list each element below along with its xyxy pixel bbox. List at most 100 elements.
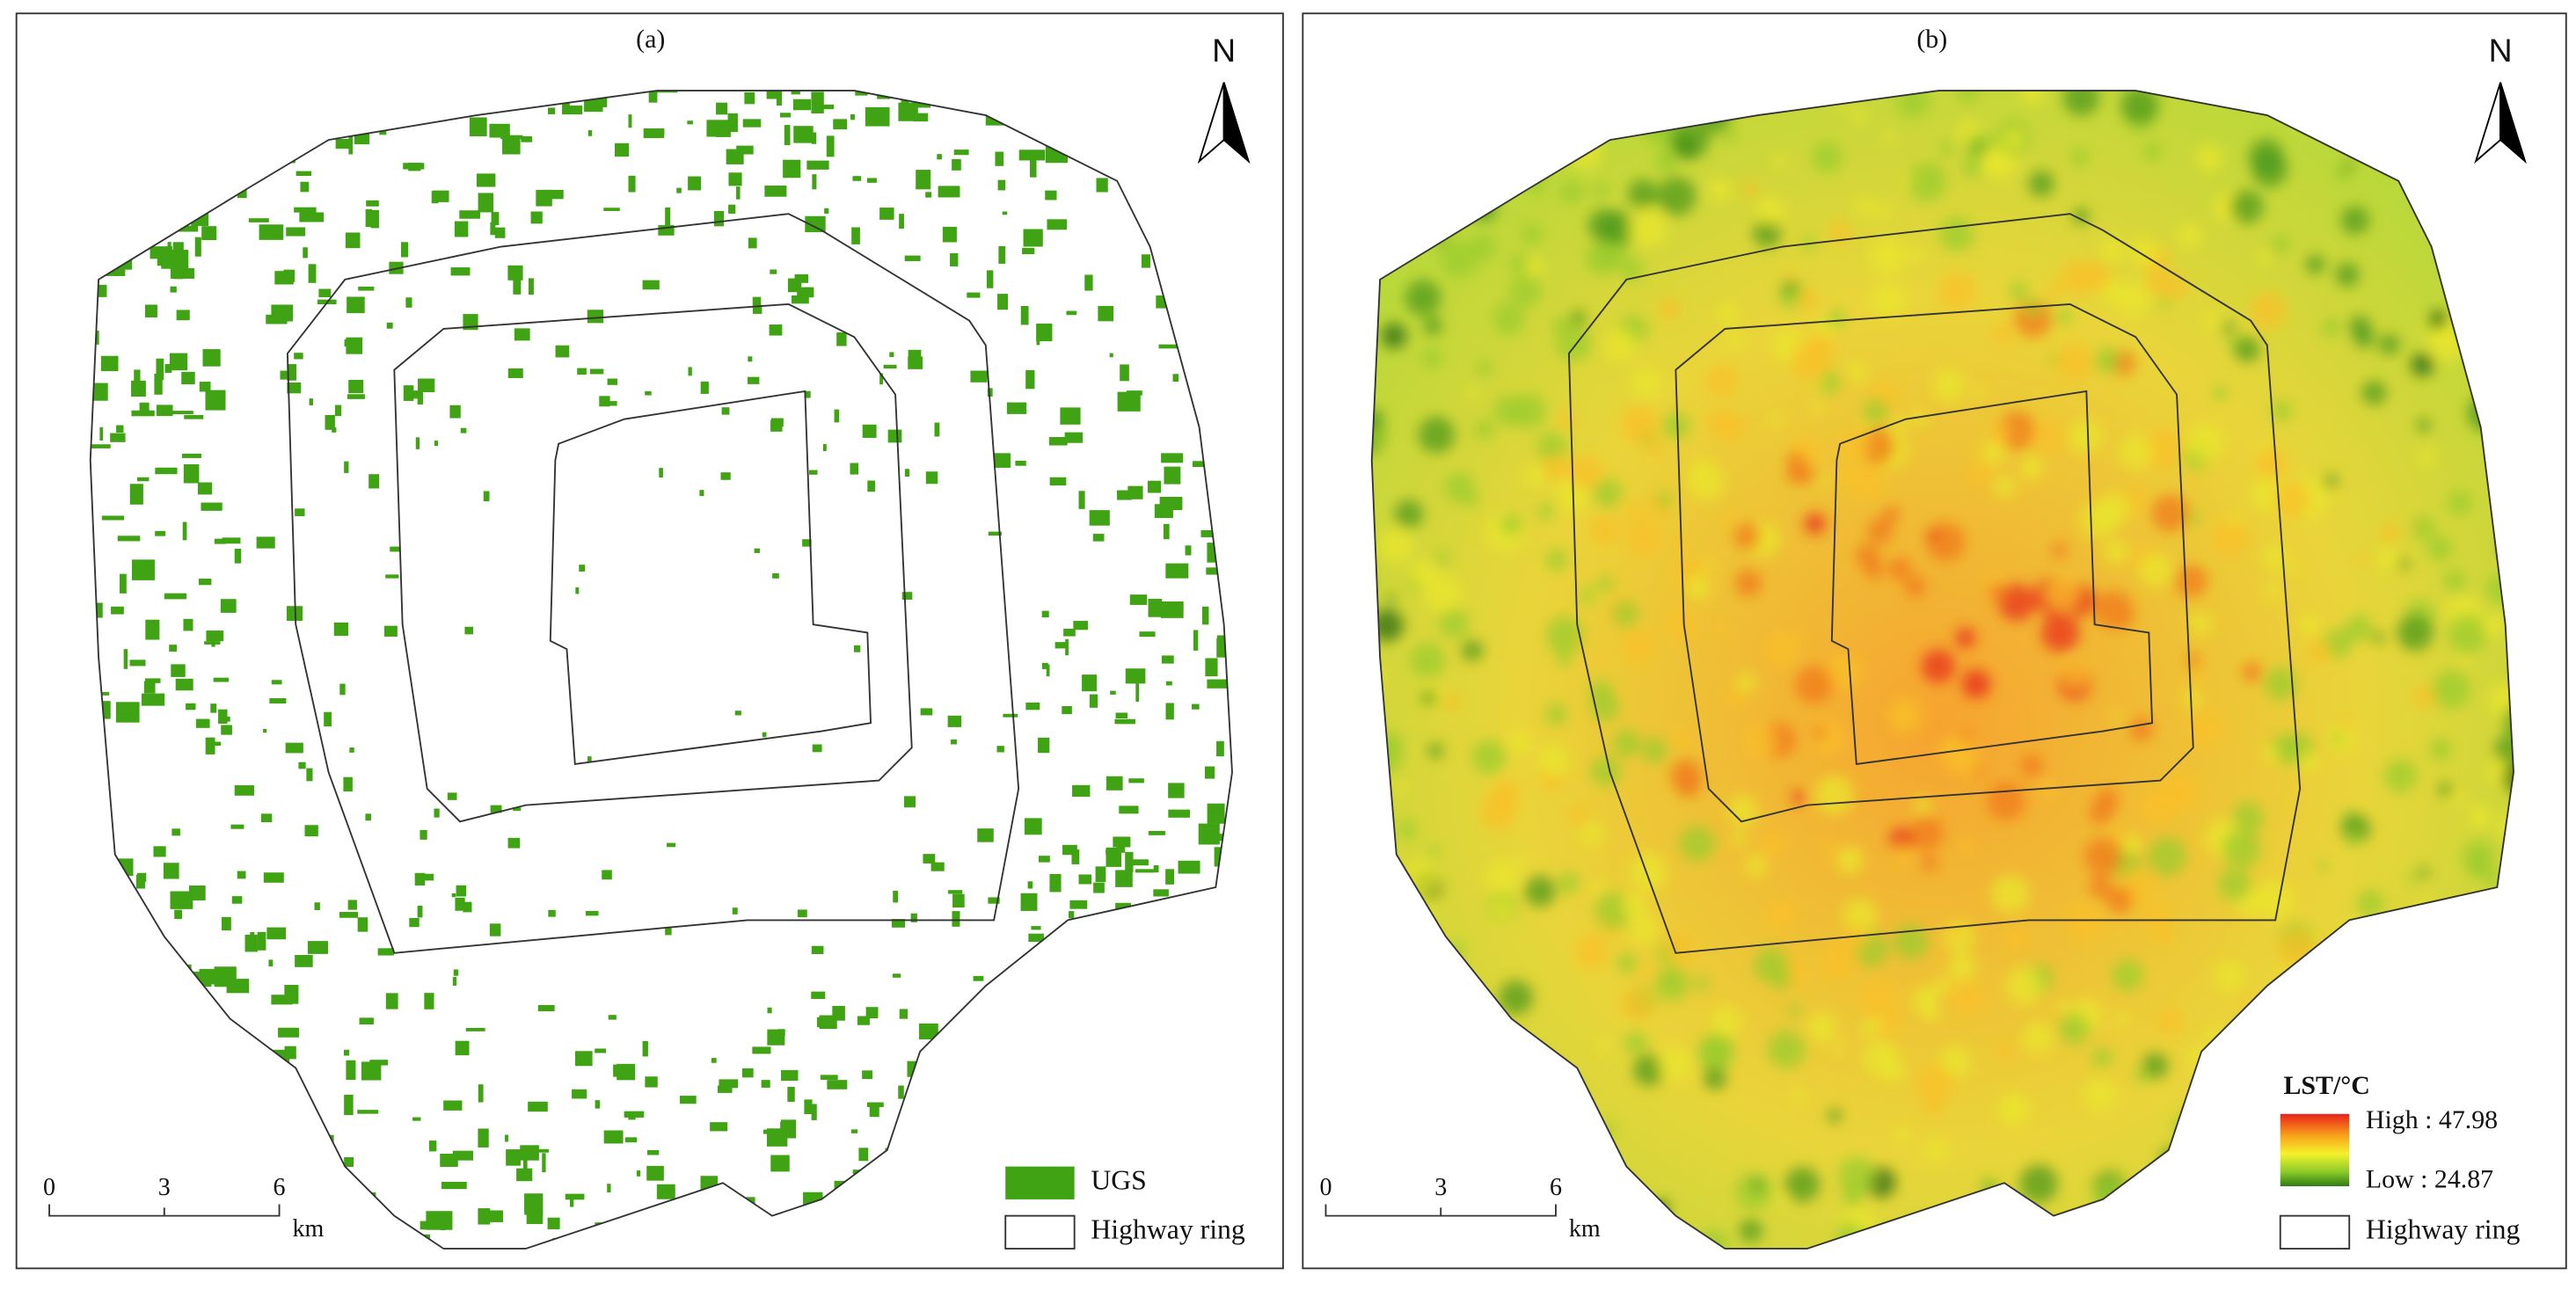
- lst-patch: [1442, 693, 1462, 712]
- lst-patch: [1660, 298, 1681, 320]
- lst-patch: [1616, 952, 1638, 973]
- green-patch: [309, 398, 314, 405]
- scale-label: 6: [1550, 1174, 1562, 1201]
- green-patch: [294, 353, 303, 360]
- lst-patch: [2317, 860, 2330, 872]
- lst-patch: [1492, 900, 1513, 921]
- green-patch: [937, 154, 942, 160]
- green-patch: [793, 126, 814, 143]
- green-patch: [1126, 390, 1142, 396]
- green-patch: [779, 113, 792, 118]
- green-patch: [304, 825, 318, 837]
- green-patch: [1060, 407, 1081, 425]
- green-patch: [1071, 849, 1080, 864]
- lst-patch: [2432, 670, 2471, 709]
- green-patch: [766, 1128, 788, 1147]
- green-patch: [1095, 866, 1106, 883]
- lst-patch: [2045, 575, 2080, 609]
- highway-rings: [286, 213, 1020, 954]
- green-patch: [628, 114, 632, 128]
- green-patch: [850, 113, 855, 120]
- green-patch: [370, 209, 379, 229]
- green-patch: [866, 178, 877, 183]
- lst-patch: [1837, 1156, 1876, 1195]
- green-patch: [256, 536, 275, 549]
- lst-patch: [1909, 816, 1944, 850]
- lst-patch: [1686, 574, 1711, 600]
- green-patch: [568, 106, 583, 115]
- lst-patch: [1850, 464, 1886, 501]
- green-patch: [1165, 869, 1175, 885]
- green-patch: [542, 1153, 546, 1173]
- lst-patch: [1807, 333, 1834, 361]
- green-patch: [280, 370, 293, 380]
- lst-patch: [2410, 353, 2434, 377]
- green-patch: [478, 1084, 484, 1103]
- lst-patch: [2188, 612, 2213, 636]
- ring: [393, 302, 913, 823]
- lst-patch: [1620, 405, 1660, 445]
- lst-patch: [1662, 412, 1690, 440]
- lst-patch: [1864, 398, 1888, 424]
- green-patch: [248, 218, 269, 222]
- green-patch: [181, 371, 195, 385]
- lst-patch: [1938, 216, 1974, 252]
- green-patch: [762, 732, 767, 738]
- lst-patch: [2346, 831, 2361, 848]
- green-patch: [307, 941, 329, 954]
- lst-patch: [1723, 512, 1738, 527]
- lst-patch: [1826, 653, 1862, 690]
- green-patch: [904, 255, 921, 261]
- green-patch: [459, 210, 481, 219]
- green-patch: [973, 975, 984, 981]
- green-patch: [1092, 534, 1105, 542]
- lst-patch: [1869, 237, 1908, 275]
- green-patch: [528, 278, 534, 295]
- lst-patch: [1925, 1139, 1948, 1162]
- lst-patch: [1409, 559, 1437, 587]
- lst-patch: [1600, 210, 1636, 246]
- green-patch: [414, 872, 426, 886]
- green-patch: [988, 897, 1000, 904]
- green-patch: [603, 1130, 624, 1144]
- lst-patch: [1580, 821, 1604, 846]
- scale-unit: km: [1569, 1215, 1601, 1243]
- green-patch: [1135, 869, 1154, 873]
- green-patch: [688, 176, 702, 191]
- lst-patch: [1947, 926, 1961, 941]
- lst-patch: [2083, 837, 2123, 876]
- green-patch: [139, 402, 150, 412]
- lst-patch: [2413, 684, 2438, 709]
- lst-patch: [1734, 1172, 1773, 1211]
- lst-patch: [2222, 829, 2261, 868]
- green-patch: [555, 345, 570, 358]
- lst-patch: [1948, 952, 1978, 982]
- green-patch: [1093, 882, 1105, 893]
- green-patch: [385, 993, 398, 1009]
- lst-patch: [2187, 511, 2200, 524]
- green-patch: [822, 444, 827, 452]
- lst-patch: [1701, 1032, 1734, 1066]
- lst-patch: [1842, 898, 1878, 934]
- lst-patch: [1613, 729, 1641, 757]
- green-patch: [295, 954, 313, 967]
- lst-patch: [1569, 455, 1604, 490]
- green-patch: [441, 1213, 446, 1231]
- scale-label: 3: [158, 1174, 171, 1201]
- green-patch: [421, 873, 434, 881]
- green-patch: [454, 221, 469, 237]
- green-patch: [354, 302, 358, 311]
- lst-patch: [1961, 668, 1991, 699]
- green-patch: [400, 242, 409, 258]
- lst-patch: [1858, 979, 1898, 1018]
- green-patch: [628, 175, 636, 193]
- lst-patch: [1985, 572, 1999, 586]
- green-patch: [1049, 873, 1062, 893]
- lst-patch: [1638, 966, 1653, 980]
- green-patch: [204, 641, 221, 645]
- lst-patch: [1856, 198, 1874, 216]
- green-patch: [1006, 402, 1027, 414]
- green-patch: [143, 681, 156, 694]
- green-patch: [365, 813, 371, 821]
- green-patch: [726, 149, 744, 164]
